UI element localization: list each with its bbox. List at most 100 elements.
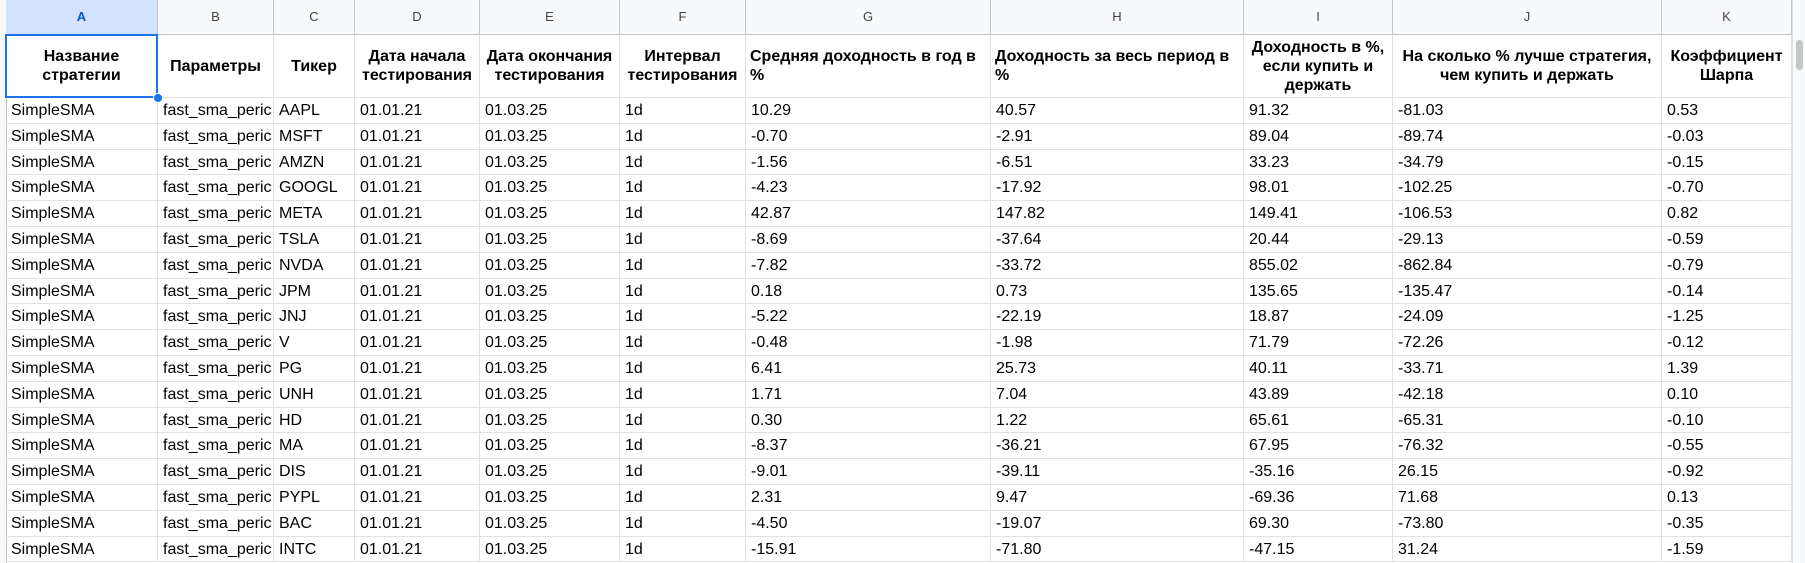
data-cell[interactable]: JNJ [274, 304, 355, 331]
data-cell[interactable]: V [274, 330, 355, 356]
data-cell[interactable]: fast_sma_peric [158, 330, 274, 356]
data-cell[interactable]: 01.03.25 [480, 381, 620, 408]
data-cell[interactable]: -1.25 [1662, 304, 1792, 331]
data-cell[interactable]: -39.11 [991, 459, 1244, 485]
data-cell[interactable]: -29.13 [1393, 227, 1662, 253]
data-cell[interactable]: -8.37 [746, 433, 991, 460]
header-cell[interactable]: На сколько % лучше стратегия, чем купить… [1393, 35, 1662, 98]
data-cell[interactable]: 0.82 [1662, 201, 1792, 227]
data-cell[interactable]: -0.03 [1662, 123, 1792, 150]
data-cell[interactable]: -8.69 [746, 227, 991, 253]
header-cell[interactable]: Дата начала тестирования [355, 35, 480, 98]
column-header[interactable]: C [274, 0, 355, 35]
data-cell[interactable]: -65.31 [1393, 407, 1662, 434]
data-cell[interactable]: -106.53 [1393, 201, 1662, 227]
data-cell[interactable]: -2.91 [991, 123, 1244, 150]
data-cell[interactable]: 71.79 [1244, 330, 1393, 356]
data-cell[interactable]: 149.41 [1244, 201, 1393, 227]
data-cell[interactable]: PG [274, 356, 355, 382]
data-cell[interactable]: 89.04 [1244, 123, 1393, 150]
data-cell[interactable]: SimpleSMA [6, 356, 158, 382]
data-cell[interactable]: 01.03.25 [480, 227, 620, 253]
data-cell[interactable]: -135.47 [1393, 278, 1662, 305]
data-cell[interactable]: -0.14 [1662, 278, 1792, 305]
header-cell[interactable]: Доходность в %, если купить и держать [1244, 35, 1393, 98]
data-cell[interactable]: 01.01.21 [355, 433, 480, 460]
data-cell[interactable]: 0.13 [1662, 485, 1792, 511]
data-cell[interactable]: -0.92 [1662, 459, 1792, 485]
scroll-thumb[interactable] [1796, 40, 1803, 70]
data-cell[interactable]: 10.29 [746, 98, 991, 124]
data-cell[interactable]: -17.92 [991, 175, 1244, 202]
data-cell[interactable]: -71.80 [991, 536, 1244, 563]
data-cell[interactable]: SimpleSMA [6, 330, 158, 356]
column-header[interactable]: K [1662, 0, 1792, 35]
data-cell[interactable]: 01.03.25 [480, 304, 620, 331]
data-cell[interactable]: 91.32 [1244, 98, 1393, 124]
data-cell[interactable]: 40.11 [1244, 356, 1393, 382]
data-cell[interactable]: -35.16 [1244, 459, 1393, 485]
data-cell[interactable]: SimpleSMA [6, 278, 158, 305]
data-cell[interactable]: UNH [274, 381, 355, 408]
data-cell[interactable]: 0.30 [746, 407, 991, 434]
header-cell[interactable]: Параметры [158, 35, 274, 98]
data-cell[interactable]: 01.03.25 [480, 175, 620, 202]
data-cell[interactable]: 01.01.21 [355, 330, 480, 356]
data-cell[interactable]: -0.35 [1662, 510, 1792, 537]
data-cell[interactable]: PYPL [274, 485, 355, 511]
data-cell[interactable]: 01.03.25 [480, 510, 620, 537]
data-cell[interactable]: SimpleSMA [6, 304, 158, 331]
data-cell[interactable]: 20.44 [1244, 227, 1393, 253]
data-cell[interactable]: fast_sma_peric [158, 252, 274, 279]
data-cell[interactable]: 01.03.25 [480, 252, 620, 279]
data-cell[interactable]: -37.64 [991, 227, 1244, 253]
data-cell[interactable]: 1d [620, 433, 746, 460]
column-header[interactable]: J [1393, 0, 1662, 35]
data-cell[interactable]: -15.91 [746, 536, 991, 563]
data-cell[interactable]: 01.01.21 [355, 278, 480, 305]
data-cell[interactable]: SimpleSMA [6, 227, 158, 253]
data-cell[interactable]: -862.84 [1393, 252, 1662, 279]
column-header[interactable]: B [158, 0, 274, 35]
data-cell[interactable]: 01.01.21 [355, 227, 480, 253]
data-cell[interactable]: SimpleSMA [6, 485, 158, 511]
data-cell[interactable]: 65.61 [1244, 407, 1393, 434]
data-cell[interactable]: 01.03.25 [480, 536, 620, 563]
data-cell[interactable]: 147.82 [991, 201, 1244, 227]
data-cell[interactable]: 18.87 [1244, 304, 1393, 331]
data-cell[interactable]: -47.15 [1244, 536, 1393, 563]
data-cell[interactable]: 135.65 [1244, 278, 1393, 305]
data-cell[interactable]: -6.51 [991, 149, 1244, 176]
data-cell[interactable]: 01.01.21 [355, 485, 480, 511]
data-cell[interactable]: 01.01.21 [355, 149, 480, 176]
data-cell[interactable]: SimpleSMA [6, 510, 158, 537]
column-header[interactable]: I [1244, 0, 1393, 35]
data-cell[interactable]: fast_sma_peric [158, 536, 274, 563]
data-cell[interactable]: 71.68 [1393, 485, 1662, 511]
data-cell[interactable]: fast_sma_peric [158, 149, 274, 176]
data-cell[interactable]: 01.03.25 [480, 330, 620, 356]
data-cell[interactable]: 42.87 [746, 201, 991, 227]
scrollbar[interactable] [1792, 0, 1805, 563]
data-cell[interactable]: 1d [620, 459, 746, 485]
data-cell[interactable]: 01.01.21 [355, 356, 480, 382]
data-cell[interactable]: 1d [620, 201, 746, 227]
header-cell[interactable]: Средняя доходность в год в % [746, 35, 991, 98]
data-cell[interactable]: SimpleSMA [6, 123, 158, 150]
data-cell[interactable]: -33.71 [1393, 356, 1662, 382]
data-cell[interactable]: 01.03.25 [480, 356, 620, 382]
data-cell[interactable]: 7.04 [991, 381, 1244, 408]
column-header[interactable]: D [355, 0, 480, 35]
data-cell[interactable]: -4.50 [746, 510, 991, 537]
data-cell[interactable]: MA [274, 433, 355, 460]
data-cell[interactable]: -0.55 [1662, 433, 1792, 460]
data-cell[interactable]: SimpleSMA [6, 149, 158, 176]
data-cell[interactable]: 1d [620, 536, 746, 563]
header-cell[interactable]: Коэффициент Шарпа [1662, 35, 1792, 98]
data-cell[interactable]: fast_sma_peric [158, 201, 274, 227]
data-cell[interactable]: DIS [274, 459, 355, 485]
data-cell[interactable]: -4.23 [746, 175, 991, 202]
data-cell[interactable]: AAPL [274, 98, 355, 124]
data-cell[interactable]: BAC [274, 510, 355, 537]
data-cell[interactable]: -1.59 [1662, 536, 1792, 563]
